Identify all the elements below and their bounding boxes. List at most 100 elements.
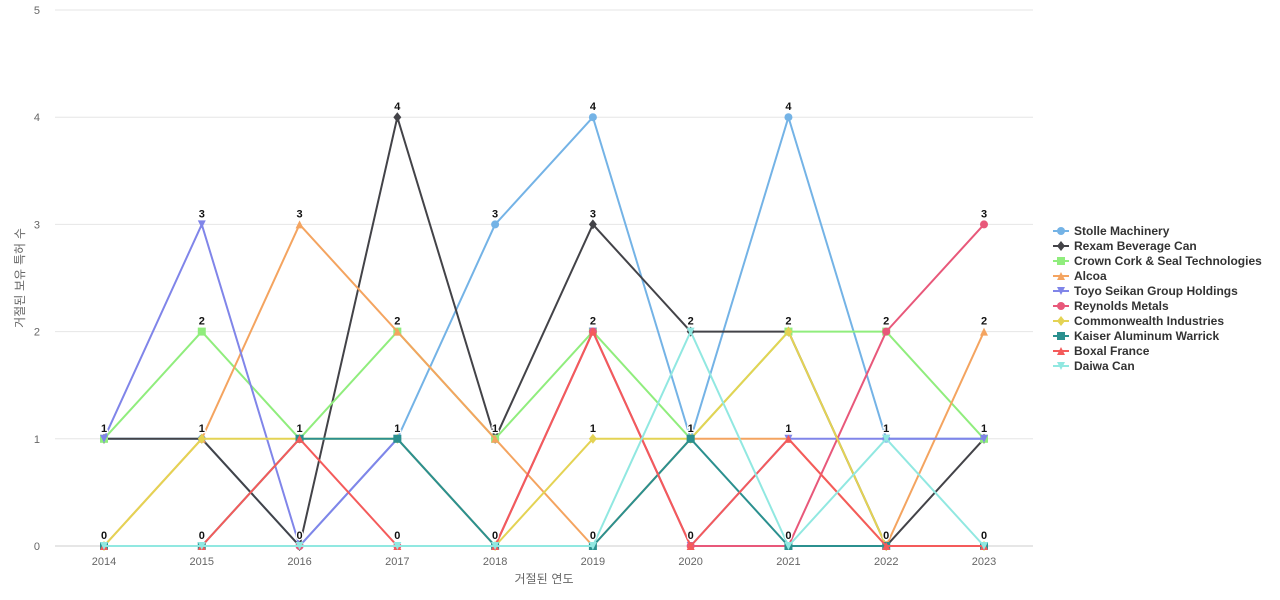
data-point — [491, 434, 500, 443]
data-point — [295, 542, 304, 550]
data-point — [393, 434, 402, 443]
data-point — [393, 327, 402, 336]
data-point — [882, 542, 891, 550]
data-point — [686, 327, 695, 336]
legend-label: Rexam Beverage Can — [1074, 239, 1197, 253]
x-tick-label: 2017 — [385, 556, 409, 568]
x-tick-label: 2023 — [972, 556, 996, 568]
y-tick-label: 0 — [34, 541, 40, 553]
series-9 — [100, 327, 988, 550]
data-point — [491, 542, 500, 550]
legend-item[interactable]: Rexam Beverage Can — [1053, 239, 1197, 253]
data-point — [295, 220, 304, 229]
data-label: 3 — [590, 208, 596, 220]
data-point — [197, 327, 206, 336]
data-label: 2 — [394, 316, 400, 328]
x-axis-title: 거절된 연도 — [514, 572, 573, 586]
data-label: 2 — [785, 316, 791, 328]
data-point — [882, 434, 891, 443]
data-label: 0 — [101, 530, 107, 542]
legend-label: Alcoa — [1074, 269, 1107, 283]
data-label: 1 — [981, 423, 987, 435]
data-label: 4 — [590, 101, 597, 113]
data-point — [686, 434, 695, 443]
data-point — [784, 113, 793, 122]
data-label: 3 — [296, 208, 302, 220]
data-point — [784, 326, 793, 337]
legend-item[interactable]: Daiwa Can — [1053, 359, 1135, 373]
data-label: 2 — [590, 316, 596, 328]
data-label: 3 — [492, 208, 498, 220]
legend-marker — [1057, 316, 1065, 326]
data-label: 3 — [981, 208, 987, 220]
y-tick-label: 3 — [34, 219, 40, 231]
y-axis-title: 거절된 보유 특허 수 — [13, 228, 27, 328]
series-line — [103, 330, 985, 440]
data-point — [588, 327, 597, 336]
data-point — [588, 219, 597, 230]
legend-label: Boxal France — [1074, 344, 1150, 358]
data-label: 4 — [785, 101, 792, 113]
legend-marker — [1057, 362, 1065, 370]
data-label: 1 — [688, 423, 694, 435]
data-point — [980, 542, 988, 550]
x-tick-label: 2018 — [483, 556, 507, 568]
data-label: 4 — [394, 101, 401, 113]
data-point — [784, 542, 793, 550]
data-label: 0 — [199, 530, 205, 542]
data-point — [686, 542, 695, 550]
x-tick-label: 2022 — [874, 556, 898, 568]
legend-item[interactable]: Boxal France — [1053, 344, 1150, 358]
data-point — [393, 542, 402, 550]
y-tick-label: 1 — [34, 434, 40, 446]
legend-marker — [1057, 241, 1065, 251]
data-label: 2 — [981, 316, 987, 328]
legend-marker — [1057, 287, 1065, 295]
legend-item[interactable]: Alcoa — [1053, 269, 1107, 283]
y-tick-label: 5 — [34, 5, 40, 17]
series-line — [104, 330, 985, 547]
data-point — [197, 433, 206, 444]
legend-item[interactable]: Stolle Machinery — [1053, 224, 1170, 238]
y-tick-label: 2 — [34, 327, 40, 339]
legend-label: Kaiser Aluminum Warrick — [1074, 329, 1219, 343]
data-point — [100, 434, 108, 443]
x-tick-label: 2021 — [776, 556, 800, 568]
legend-marker — [1057, 332, 1065, 340]
y-tick-label: 4 — [34, 112, 40, 124]
gridlines — [55, 9, 1033, 547]
data-label: 1 — [394, 423, 400, 435]
legend-marker — [1057, 272, 1065, 280]
legend-marker — [1057, 257, 1065, 265]
legend-item[interactable]: Toyo Seikan Group Holdings — [1053, 284, 1238, 298]
data-label: 1 — [590, 423, 596, 435]
x-tick-label: 2016 — [287, 556, 311, 568]
legend-item[interactable]: Crown Cork & Seal Technologies — [1053, 254, 1262, 268]
data-label: 0 — [785, 530, 791, 542]
data-label: 1 — [883, 423, 889, 435]
legend-label: Reynolds Metals — [1074, 299, 1169, 313]
data-point — [197, 542, 206, 550]
data-label: 0 — [394, 530, 400, 542]
data-label: 3 — [199, 208, 205, 220]
legend-item[interactable]: Kaiser Aluminum Warrick — [1053, 329, 1219, 343]
legend-item[interactable]: Commonwealth Industries — [1053, 314, 1224, 328]
x-tick-label: 2019 — [581, 556, 605, 568]
data-point — [295, 434, 304, 443]
legend-item[interactable]: Reynolds Metals — [1053, 299, 1169, 313]
legend-label: Daiwa Can — [1074, 359, 1135, 373]
data-point — [588, 542, 597, 550]
series-lines — [100, 112, 988, 551]
data-label: 0 — [492, 530, 498, 542]
legend-marker — [1057, 227, 1065, 235]
data-point — [980, 327, 988, 336]
data-point — [980, 434, 988, 443]
data-point — [882, 327, 891, 336]
x-tick-label: 2020 — [678, 556, 702, 568]
legend-label: Toyo Seikan Group Holdings — [1074, 284, 1238, 298]
legend-label: Crown Cork & Seal Technologies — [1074, 254, 1262, 268]
data-label: 1 — [296, 423, 302, 435]
x-tick-label: 2015 — [190, 556, 214, 568]
series-2 — [100, 327, 988, 443]
